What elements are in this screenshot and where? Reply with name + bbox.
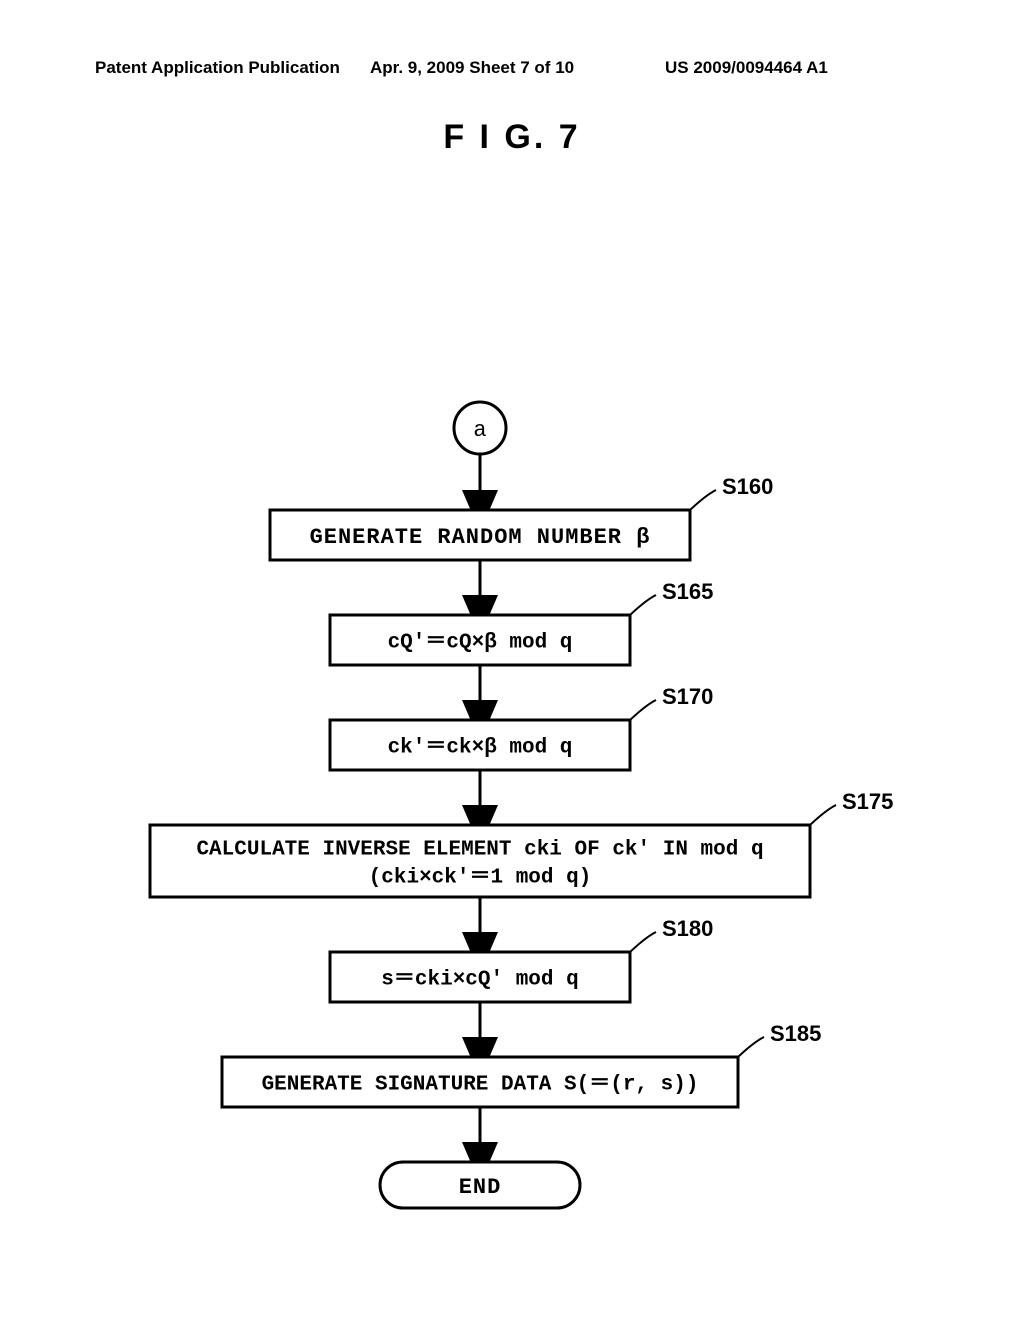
step-s175: CALCULATE INVERSE ELEMENT cki OF ck' IN … <box>150 789 893 897</box>
callout-line <box>810 805 836 825</box>
callout-line <box>630 932 656 952</box>
terminator-label: END <box>459 1175 502 1200</box>
step-s180: s＝cki×cQ' mod q S180 <box>330 916 713 1002</box>
step-id: S175 <box>842 789 893 814</box>
step-id: S185 <box>770 1021 821 1046</box>
step-text-line2: (cki×ck'＝1 mod q) <box>369 867 592 890</box>
callout-line <box>630 595 656 615</box>
connector-a: a <box>454 402 506 454</box>
step-text-line1: CALCULATE INVERSE ELEMENT cki OF ck' IN … <box>196 839 763 862</box>
step-id: S180 <box>662 916 713 941</box>
callout-line <box>738 1037 764 1057</box>
step-text: cQ'＝cQ×β mod q <box>388 632 573 655</box>
step-s165: cQ'＝cQ×β mod q S165 <box>330 579 713 665</box>
connector-label: a <box>473 418 486 443</box>
step-id: S170 <box>662 684 713 709</box>
step-s170: ck'＝ck×β mod q S170 <box>330 684 713 770</box>
step-text: GENERATE RANDOM NUMBER β <box>310 525 651 550</box>
step-text: GENERATE SIGNATURE DATA S(＝(r, s)) <box>262 1074 699 1097</box>
step-id: S165 <box>662 579 713 604</box>
step-text: ck'＝ck×β mod q <box>388 737 573 760</box>
step-id: S160 <box>722 474 773 499</box>
callout-line <box>630 700 656 720</box>
flowchart-diagram: a GENERATE RANDOM NUMBER β S160 cQ'＝cQ×β… <box>0 0 1024 1320</box>
step-s185: GENERATE SIGNATURE DATA S(＝(r, s)) S185 <box>222 1021 821 1107</box>
step-text: s＝cki×cQ' mod q <box>381 969 578 992</box>
step-s160: GENERATE RANDOM NUMBER β S160 <box>270 474 773 560</box>
callout-line <box>690 490 716 510</box>
terminator-end: END <box>380 1162 580 1208</box>
